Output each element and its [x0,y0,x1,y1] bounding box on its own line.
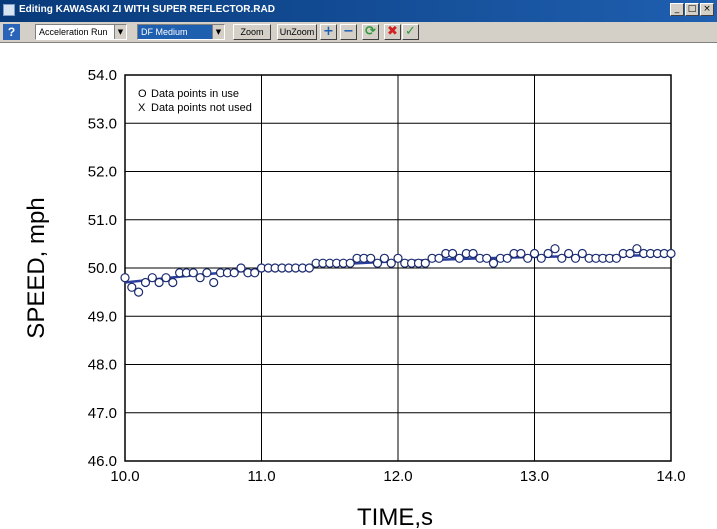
close-button[interactable]: × [700,3,714,16]
x-tick-labels: 10.0 11.0 12.0 13.0 14.0 [110,468,685,485]
data-point[interactable] [161,273,171,283]
filter-value: DF Medium [141,27,188,37]
data-point[interactable] [134,287,144,297]
data-point[interactable] [195,273,205,283]
zoom-button[interactable]: Zoom [233,24,271,40]
y-tick-label: 53.0 [88,115,117,132]
x-tick-label: 11.0 [247,468,275,485]
window-controls: _ □ × [670,3,714,16]
x-axis-title: TIME,s [357,504,433,529]
x-tick-label: 14.0 [656,468,685,485]
data-point[interactable] [147,273,157,283]
unzoom-button[interactable]: UnZoom [277,24,317,40]
data-point[interactable] [434,253,444,263]
run-type-select[interactable]: Acceleration Run ▼ [35,24,127,40]
data-point[interactable] [482,253,492,263]
data-point[interactable] [666,248,676,259]
data-point[interactable] [611,253,622,263]
data-point[interactable] [543,248,553,259]
data-point[interactable] [468,248,478,259]
legend: O Data points in use X Data points not u… [138,88,252,114]
y-tick-label: 50.0 [88,260,117,277]
y-axis-title: SPEED, mph [23,197,50,338]
app-icon [3,4,15,16]
y-tick-label: 49.0 [88,308,117,325]
run-type-value: Acceleration Run [39,27,108,37]
data-point[interactable] [386,258,396,268]
refresh-icon[interactable]: ⟳ [362,24,379,40]
data-point[interactable] [557,253,567,263]
data-points [120,244,676,297]
data-point[interactable] [188,268,198,278]
data-point[interactable] [577,248,587,259]
data-point[interactable] [345,258,355,268]
data-point[interactable] [550,244,560,254]
title-bar[interactable]: Editing KAWASAKI ZI WITH SUPER REFLECTOR… [0,0,717,22]
grid-lines [124,74,672,462]
window-title: Editing KAWASAKI ZI WITH SUPER REFLECTOR… [19,4,275,15]
data-point[interactable] [372,258,383,268]
minimize-button[interactable]: _ [670,3,684,16]
data-point[interactable] [529,248,540,259]
filter-select[interactable]: DF Medium ▼ [137,24,225,40]
data-point[interactable] [502,253,512,263]
data-point[interactable] [154,277,164,288]
data-point[interactable] [236,263,246,273]
maximize-button[interactable]: □ [685,3,699,16]
data-point[interactable] [454,253,464,263]
chevron-down-icon[interactable]: ▼ [212,25,224,39]
data-point[interactable] [570,253,581,263]
data-point[interactable] [250,268,260,278]
y-tick-label: 46.0 [88,453,117,470]
data-point[interactable] [563,248,574,259]
legend-symbol-in-use: O [138,88,147,100]
data-point[interactable] [632,244,642,254]
y-tick-label: 47.0 [88,405,117,422]
chevron-down-icon[interactable]: ▼ [114,25,126,39]
legend-label-not-used: Data points not used [151,102,252,114]
y-tick-labels: 46.0 47.0 48.0 49.0 50.0 51.0 52.0 53.0 54.0 [88,67,117,470]
y-tick-label: 48.0 [88,357,117,374]
data-point[interactable] [229,268,239,278]
y-tick-label: 54.0 [88,67,117,84]
data-point[interactable] [536,253,546,263]
data-point[interactable] [209,277,219,288]
data-point[interactable] [488,258,499,268]
data-point[interactable] [140,277,151,288]
data-point[interactable] [420,258,430,268]
data-point[interactable] [120,273,130,283]
speed-chart[interactable]: 46.0 47.0 48.0 49.0 50.0 51.0 52.0 53.0 54.0 10.… [0,42,717,529]
x-tick-label: 13.0 [520,468,549,485]
x-tick-label: 12.0 [383,468,412,485]
y-tick-label: 52.0 [88,164,117,181]
data-point[interactable] [516,248,526,259]
data-point[interactable] [448,248,458,259]
data-point[interactable] [366,253,376,263]
toolbar: ? Acceleration Run ▼ DF Medium ▼ Zoom Un… [0,22,717,43]
minus-icon[interactable]: − [340,24,357,40]
accept-icon[interactable]: ✓ [402,24,419,40]
legend-label-in-use: Data points in use [151,88,239,100]
data-point[interactable] [379,253,389,263]
data-point[interactable] [393,253,403,263]
data-point[interactable] [168,277,178,288]
data-point[interactable] [304,263,314,273]
data-point[interactable] [625,248,635,259]
help-icon[interactable]: ? [3,24,20,40]
data-point[interactable] [523,253,533,263]
legend-symbol-not-used: X [138,102,146,114]
reject-icon[interactable]: ✖ [384,24,401,40]
y-tick-label: 51.0 [88,212,117,229]
data-point[interactable] [202,268,212,278]
data-point[interactable] [127,282,137,292]
x-tick-label: 10.0 [110,468,139,485]
plus-icon[interactable]: + [320,24,337,40]
